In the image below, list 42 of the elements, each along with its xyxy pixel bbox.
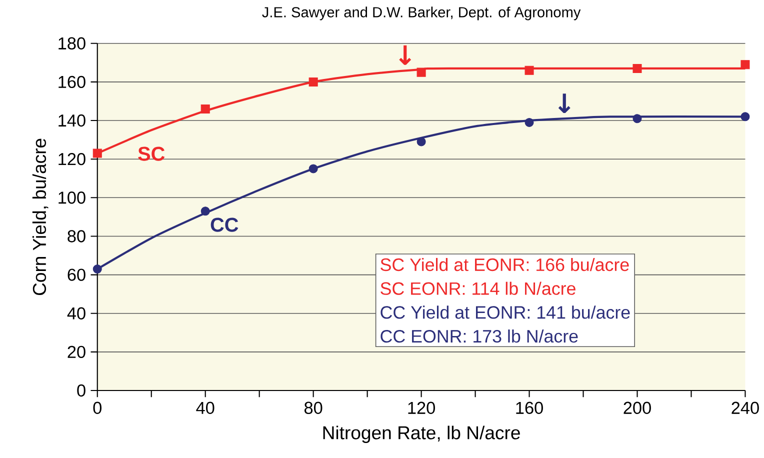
annotation: CC EONR: 173 lb N/acre <box>380 329 578 343</box>
point <box>632 114 642 124</box>
point <box>200 104 210 114</box>
point <box>524 118 534 127</box>
x-tick-label: 160 <box>516 402 543 414</box>
point <box>92 148 102 158</box>
annotation: CC Yield at EONR: 141 bu/acre <box>380 306 630 319</box>
point <box>308 164 318 174</box>
point <box>416 137 426 146</box>
y-tick-label: 0 <box>77 384 86 397</box>
point <box>740 112 750 122</box>
point <box>632 64 642 73</box>
chart-subtitle: J.E. Sawyer and D.W. Barker, Dept. of Agronomy <box>262 6 581 20</box>
x-tick-label: 200 <box>624 402 651 414</box>
x-tick-label: 240 <box>732 402 759 414</box>
y-axis-title: Corn Yield, bu/acre <box>32 138 48 296</box>
x-axis-title: Nitrogen Rate, lb N/acre <box>323 426 520 443</box>
annotation: ↓ <box>399 45 412 65</box>
series-label: CC <box>210 218 238 232</box>
y-tick-label: 100 <box>58 192 86 204</box>
annotation: ↓ <box>558 94 570 113</box>
x-tick-label: 80 <box>304 402 322 414</box>
annotation: SC Yield at EONR: 166 bu/acre <box>380 258 629 272</box>
point <box>524 66 534 75</box>
x-tick-label: 0 <box>93 402 102 414</box>
point <box>740 60 750 70</box>
y-tick-label: 160 <box>58 76 86 88</box>
point <box>416 68 426 77</box>
y-tick-label: 20 <box>68 346 86 358</box>
point <box>308 77 318 86</box>
x-tick-label: 40 <box>196 402 214 414</box>
y-tick-label: 40 <box>67 307 86 320</box>
annotation: SC EONR: 114 lb N/acre <box>380 282 576 295</box>
y-tick-label: 60 <box>68 268 86 281</box>
point <box>92 264 102 274</box>
y-tick-label: 80 <box>68 230 86 242</box>
y-tick-label: 120 <box>58 152 86 166</box>
point <box>200 206 210 216</box>
y-tick-label: 180 <box>58 37 86 50</box>
series-label: SC <box>138 146 165 161</box>
y-tick-label: 140 <box>58 114 86 127</box>
x-tick-label: 120 <box>408 402 435 414</box>
